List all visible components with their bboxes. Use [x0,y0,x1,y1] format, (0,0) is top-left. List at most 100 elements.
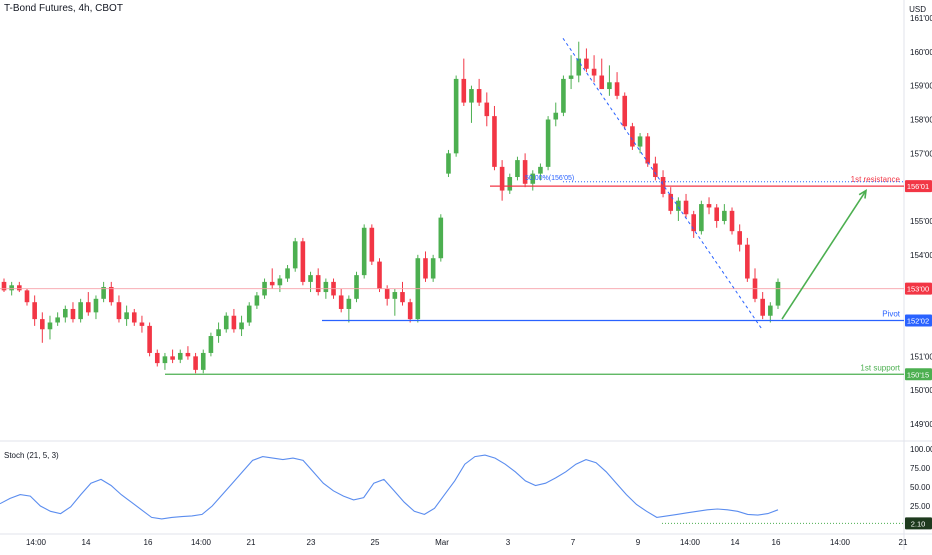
candle-body [599,75,605,90]
candle-body [162,356,168,364]
candle-body [246,305,252,323]
time-tick-label: 3 [506,538,511,547]
candle-body [124,312,129,320]
candle-body [737,231,742,245]
candle-body [32,302,37,320]
stoch-value-tag-bg [905,517,932,530]
candle-body [70,308,76,320]
candle-body [369,227,375,262]
candle-body [269,281,275,286]
price-tick-label: 159'00 [910,82,932,91]
candle-body [622,95,628,127]
candle-body [338,295,344,309]
candle-body [47,322,53,330]
price-tick-label: 149'00 [910,420,932,429]
candle-body [323,281,329,293]
candle-body [223,315,229,330]
candle-body [17,285,22,291]
candle-body [775,281,781,306]
candle-body [139,322,145,326]
candle-body [522,160,528,184]
time-tick-label: 14:00 [191,538,212,547]
price-tick-label: 154'00 [910,251,932,260]
price-tick-label: 158'00 [910,116,932,125]
candle-body [499,166,505,191]
fib-label: 50.00%(156'05) [525,175,574,182]
candle-body [706,204,712,208]
candle-body [315,275,321,293]
candle-body [193,356,198,370]
candle-body [492,116,497,167]
time-tick-label: 7 [571,538,576,547]
price-tick-label: 161'00 [910,14,932,23]
candle-body [147,325,152,353]
candle-body [154,352,160,364]
stochastic-title: Stoch (21, 5, 3) [4,451,59,460]
price-tick-label: 160'00 [910,48,932,57]
candle-body [430,258,436,279]
resistance-price-tag: 156'01 [907,182,929,191]
candle-body [484,102,490,117]
candle-body [461,78,467,103]
candle-body [538,166,543,174]
stoch-line [0,454,779,520]
candle-body [691,214,697,232]
candle-body [630,126,635,147]
price-tick-label: 150'00 [910,386,932,395]
candle-body [392,292,398,299]
candle-body [277,278,283,286]
candle-body [63,308,68,318]
projection-arrow-line [781,190,867,320]
candle-body [668,193,674,211]
candle-body [308,275,313,282]
time-tick-label: 21 [247,538,256,547]
candle-body [423,258,428,279]
candle-body [24,290,30,303]
candle-body [545,119,551,167]
candle-body [239,322,244,330]
candle-body [469,89,474,103]
candle-body [292,241,298,269]
pivot-price-tag-bg [905,314,932,327]
candle-body [553,112,559,120]
candle-body [645,136,651,164]
candle-body [515,160,520,178]
candle-body [108,286,114,303]
candle-body [93,298,99,313]
candle-body [745,244,750,279]
candle-body [177,352,183,360]
candle-body [683,200,689,215]
price-tick-label: 151'00 [910,352,932,361]
time-tick-label: 14:00 [830,538,851,547]
candle-body [614,82,620,96]
projection-arrow-head [858,189,868,199]
support-price-tag-bg [905,368,932,381]
candle-body [300,241,306,282]
stoch-value-tag: 2.10 [911,519,926,528]
time-tick-label: 25 [371,538,380,547]
candle-body [591,68,597,76]
candle-body [78,302,83,320]
candle-body [200,352,206,370]
candle-body [346,298,352,309]
candle-body [131,312,137,323]
candle-body [584,58,589,69]
candle-body [438,217,444,259]
stoch-tick-label: 50.00 [910,483,931,492]
candle-body [9,285,14,291]
stoch-tick-label: 75.00 [910,464,931,473]
candle-body [231,315,237,330]
candle-body [722,210,727,221]
candle-body [1,281,7,291]
candle-body [40,319,45,330]
candle-body [699,204,704,232]
candle-body [507,177,513,191]
time-tick-label: 14:00 [680,538,701,547]
time-tick-label: 23 [307,538,316,547]
candle-body [101,286,106,299]
candle-body [446,153,451,174]
support-label: 1st support [860,363,900,372]
time-tick-label: 16 [772,538,781,547]
time-tick-label: 16 [144,538,153,547]
